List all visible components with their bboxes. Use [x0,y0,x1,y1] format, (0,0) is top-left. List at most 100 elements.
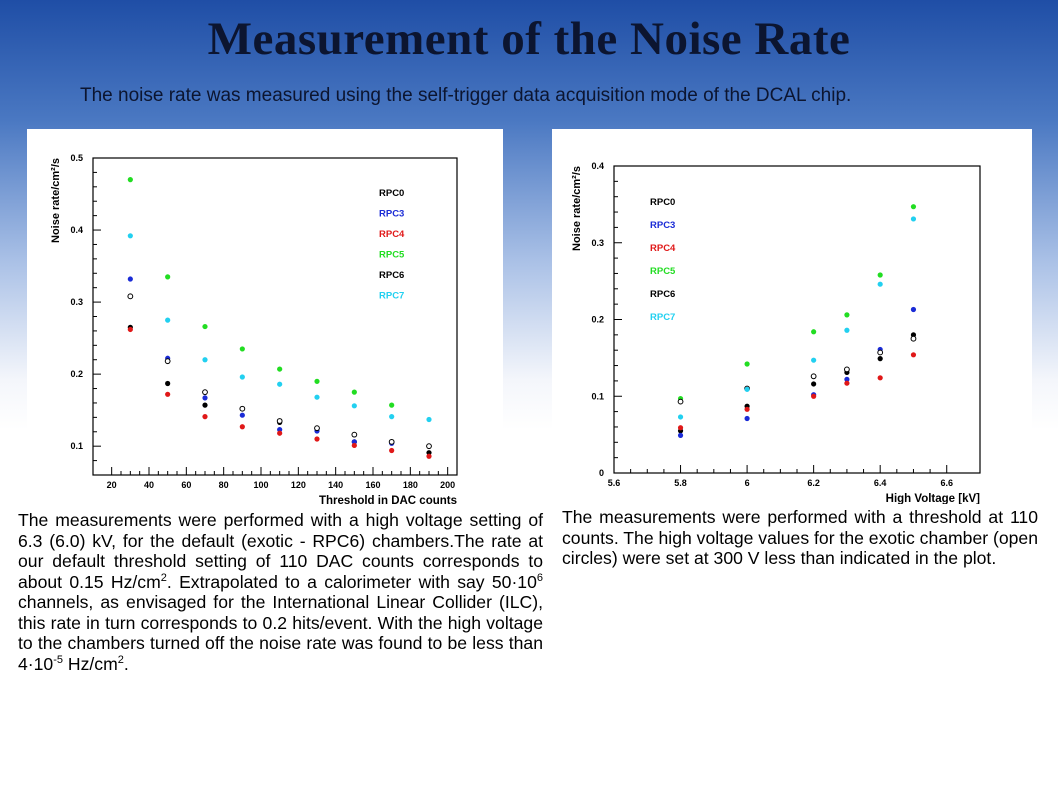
right-point-rpc4 [877,375,883,381]
voltage-description: The measurements were performed with a t… [562,507,1038,569]
threshold-text-part-5: . [123,653,129,674]
right-point-rpc5 [811,329,817,335]
right-point-rpc0 [811,381,817,387]
left-point-rpc5 [165,274,171,280]
left-legend-rpc6: RPC6 [379,270,404,281]
right-point-rpc3 [677,432,684,438]
slide-subtitle: The noise rate was measured using the se… [80,85,852,106]
right-legend-rpc3: RPC3 [650,220,675,231]
left-xtick-label: 200 [440,480,455,490]
left-point-rpc6 [351,431,358,438]
left-xtick-label: 120 [291,480,306,490]
right-point-rpc0 [877,356,883,362]
left-point-rpc0 [202,402,208,408]
right-ytick-label: 0.3 [591,238,604,248]
right-xtick-label: 5.8 [674,478,687,488]
right-point-rpc4 [744,406,750,412]
left-point-rpc5 [202,323,208,330]
voltage-text: The measurements were performed with a t… [562,507,1038,568]
left-point-rpc7 [127,233,133,239]
left-xtick-label: 100 [253,480,268,490]
threshold-text-part-2: . Extrapolated to a calorimeter with say… [166,571,537,592]
left-ylabel: Noise rate/cm²/s [50,158,62,243]
voltage-noise-plot: 5.6 5.8 6 6.2 6.4 6.6 0 0.1 0.2 0.3 0.4 High Voltag… [552,129,1032,504]
left-point-rpc6 [239,405,246,412]
right-xtick-label: 6.6 [940,478,953,488]
right-point-rpc6 [677,398,684,405]
right-ytick-label: 0.2 [591,315,604,325]
threshold-text-sup-1: 2 [160,571,167,584]
left-xtick-label: 140 [328,480,343,490]
left-legend-rpc3: RPC3 [379,209,404,220]
right-point-rpc7 [877,281,883,287]
right-xlabel: High Voltage [kV] [886,493,981,504]
left-point-rpc3 [239,412,245,418]
right-point-rpc3 [744,415,750,422]
left-point-rpc4 [239,424,245,430]
threshold-text-part-1: The measurements were performed with a h… [18,510,543,592]
left-point-rpc6 [127,293,134,300]
right-xtick-label: 5.6 [608,478,621,488]
left-xlabel: Threshold in DAC counts [319,495,457,504]
threshold-text-part-3: channels, as envisaged for the Internati… [18,592,543,674]
left-point-rpc7 [239,374,245,380]
left-xtick-label: 60 [181,480,191,490]
right-point-rpc5 [877,272,883,278]
left-ytick-label: 0.4 [70,225,83,235]
right-point-rpc4 [677,425,684,431]
right-point-rpc6 [844,366,850,373]
left-point-rpc5 [277,366,283,372]
left-xtick-label: 80 [219,480,229,490]
left-ytick-label: 0.2 [70,369,83,379]
right-point-rpc4 [844,380,850,386]
left-point-rpc6 [426,443,432,450]
left-point-rpc3 [127,276,133,282]
right-point-rpc5 [844,312,850,318]
left-point-rpc4 [351,442,357,449]
left-frame [92,157,458,476]
voltage-noise-chart: 5.6 5.8 6 6.2 6.4 6.6 0 0.1 0.2 0.3 0.4 High Voltag… [571,161,981,504]
threshold-text-part-4: Hz/cm [63,653,118,674]
right-legend-rpc7: RPC7 [650,312,675,323]
left-point-rpc6 [202,389,208,396]
left-point-rpc4 [165,391,171,397]
left-point-rpc4 [389,447,395,454]
right-xtick-label: 6.4 [874,478,887,488]
threshold-noise-plot: 20 40 60 80 100 120 140 160 180 200 0.1 0.2 0.3 0.4 0.… [27,129,503,504]
left-point-rpc7 [351,403,357,409]
right-point-rpc3 [844,376,850,382]
left-legend-rpc5: RPC5 [379,250,405,261]
left-point-rpc7 [277,381,283,387]
right-point-rpc7 [677,414,684,420]
left-point-rpc7 [202,357,208,363]
left-point-rpc6 [164,358,171,365]
left-xtick-label: 40 [144,480,154,490]
threshold-text-sup-2: 6 [536,571,544,584]
right-point-rpc6 [877,349,884,356]
right-point-rpc4 [811,393,817,399]
left-point-rpc4 [426,453,432,459]
threshold-text-sup-4: 2 [117,653,124,666]
left-point-rpc4 [314,436,320,442]
left-point-rpc7 [426,416,432,423]
left-ytick-label: 0.3 [70,297,83,307]
left-point-rpc6 [314,425,320,432]
left-point-rpc4 [277,430,283,436]
left-point-rpc7 [389,414,395,420]
right-legend-rpc6: RPC6 [650,289,675,300]
left-legend-rpc7: RPC7 [379,291,404,302]
right-ytick-label: 0 [599,468,604,478]
left-point-rpc5 [389,402,395,408]
left-point-rpc0 [426,450,432,456]
left-point-rpc6 [388,438,395,445]
right-point-rpc5 [744,361,750,367]
right-point-rpc7 [744,386,750,392]
left-ytick-label: 0.1 [70,441,83,451]
right-point-rpc5 [910,204,917,210]
left-legend-rpc4: RPC4 [379,229,405,240]
left-point-rpc5 [127,177,133,183]
right-legend-rpc5: RPC5 [650,266,676,277]
left-point-rpc6 [276,418,283,424]
left-point-rpc3 [277,427,283,433]
left-point-rpc5 [239,346,245,352]
